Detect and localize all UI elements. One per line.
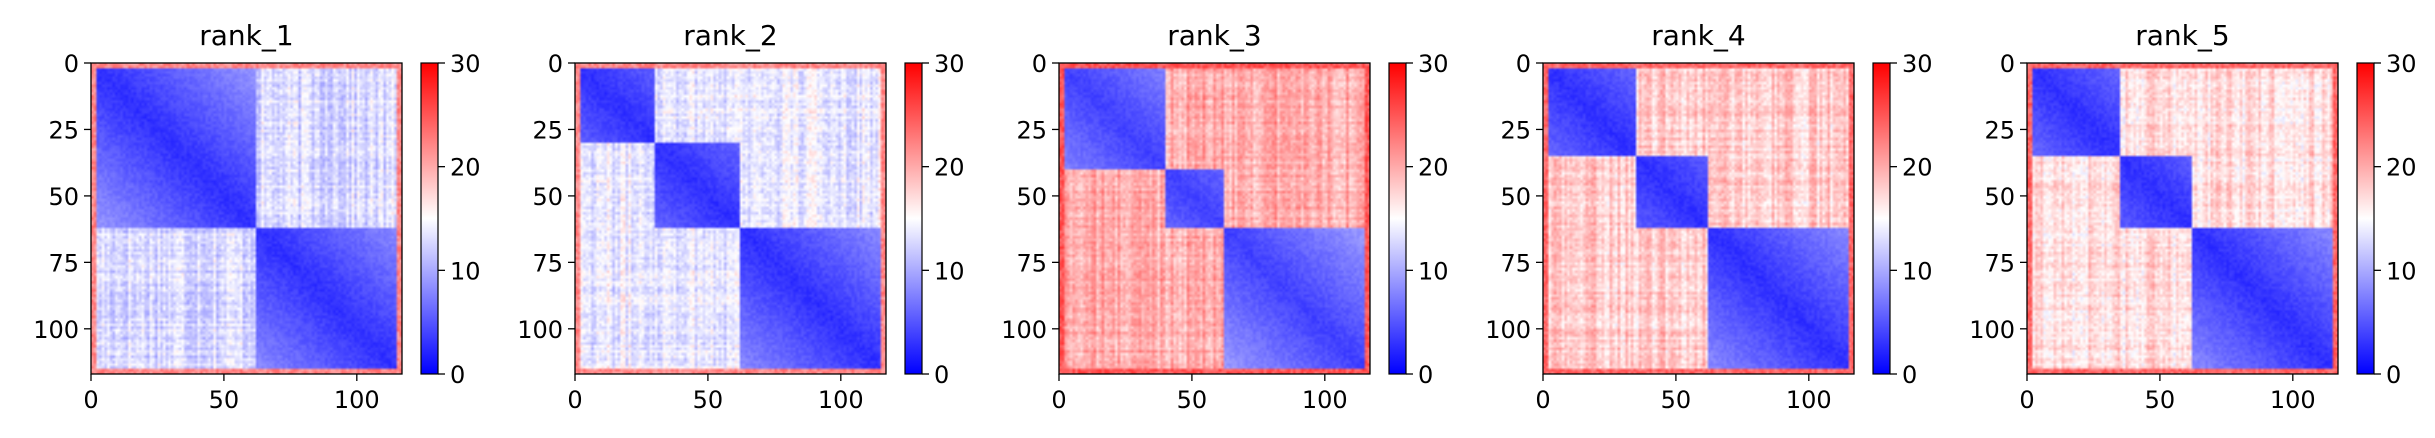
x-tick-label: 0	[1535, 386, 1550, 414]
y-tick-label: 100	[1969, 316, 2015, 344]
colorbar-tick-label: 20	[450, 154, 481, 182]
colorbar	[904, 62, 923, 375]
colorbar-tick-label: 10	[1902, 257, 1933, 285]
heatmap-image	[91, 63, 402, 374]
y-tick-label: 75	[1500, 249, 1531, 277]
plot-frame	[1058, 62, 1371, 375]
x-tick-label: 50	[209, 386, 240, 414]
y-tick-label: 75	[1984, 249, 2015, 277]
x-tick-label: 100	[334, 386, 380, 414]
colorbar-tick-label: 30	[1418, 50, 1449, 78]
colorbar-tick-label: 30	[934, 50, 965, 78]
heatmap-panel-2: rank_2 0 25 50 75 100 0 50 100 0 10 20 30	[517, 19, 964, 414]
colorbar	[1388, 62, 1407, 375]
colorbar-tick-label: 10	[450, 257, 481, 285]
y-tick-label: 25	[48, 116, 79, 144]
colorbar-tick-label: 10	[1418, 257, 1449, 285]
colorbar-tick-label: 20	[934, 154, 965, 182]
y-tick-label: 25	[1500, 116, 1531, 144]
y-tick-label: 25	[532, 116, 563, 144]
colorbar	[1872, 62, 1891, 375]
x-tick-label: 0	[567, 386, 582, 414]
colorbar-tick-label: 0	[934, 361, 949, 389]
colorbar-tick-label: 30	[2386, 50, 2417, 78]
y-tick-label: 100	[517, 316, 563, 344]
heatmap-image	[575, 63, 886, 374]
colorbar	[420, 62, 439, 375]
y-tick-label: 0	[548, 50, 563, 78]
x-tick-label: 0	[1051, 386, 1066, 414]
plot-frame	[574, 62, 887, 375]
panel-title: rank_3	[1167, 19, 1261, 52]
colorbar	[2356, 62, 2375, 375]
colorbar-tick-label: 0	[1902, 361, 1917, 389]
y-tick-label: 0	[1516, 50, 1531, 78]
x-tick-label: 100	[818, 386, 864, 414]
x-tick-label: 50	[1661, 386, 1692, 414]
x-tick-label: 100	[1302, 386, 1348, 414]
colorbar-tick-label: 30	[1902, 50, 1933, 78]
x-tick-label: 0	[83, 386, 98, 414]
colorbar-tick-label: 30	[450, 50, 481, 78]
heatmap-panel-4: rank_4 0 25 50 75 100 0 50 100 0 10 20 30	[1485, 19, 1932, 414]
y-tick-label: 75	[48, 249, 79, 277]
colorbar-tick-label: 0	[2386, 361, 2401, 389]
plot-frame	[90, 62, 403, 375]
panel-title: rank_1	[199, 19, 293, 52]
x-tick-label: 100	[1786, 386, 1832, 414]
heatmap-image	[2027, 63, 2338, 374]
y-tick-label: 25	[1016, 116, 1047, 144]
heatmap-panel-5: rank_5 0 25 50 75 100 0 50 100 0 10 20 30	[1969, 19, 2416, 414]
y-tick-label: 0	[1032, 50, 1047, 78]
heatmap-image	[1543, 63, 1854, 374]
y-tick-label: 25	[1984, 116, 2015, 144]
y-tick-label: 0	[2000, 50, 2015, 78]
y-tick-label: 100	[1001, 316, 1047, 344]
y-tick-label: 50	[48, 183, 79, 211]
x-tick-label: 0	[2019, 386, 2034, 414]
colorbar-tick-label: 10	[2386, 257, 2417, 285]
y-tick-label: 50	[1500, 183, 1531, 211]
y-tick-label: 50	[532, 183, 563, 211]
heatmap-panel-1: rank_1 0 25 50 75 100 0 50 100 0 10 20 30	[33, 19, 480, 414]
y-tick-label: 100	[33, 316, 79, 344]
x-tick-label: 50	[1177, 386, 1208, 414]
y-tick-label: 75	[532, 249, 563, 277]
colorbar-tick-label: 20	[1902, 154, 1933, 182]
y-tick-label: 50	[1984, 183, 2015, 211]
x-tick-label: 50	[693, 386, 724, 414]
x-tick-label: 100	[2270, 386, 2316, 414]
y-tick-label: 75	[1016, 249, 1047, 277]
plot-frame	[2026, 62, 2339, 375]
colorbar-tick-label: 10	[934, 257, 965, 285]
panel-title: rank_2	[683, 19, 777, 52]
colorbar-tick-label: 0	[450, 361, 465, 389]
panel-title: rank_4	[1651, 19, 1745, 52]
y-tick-label: 50	[1016, 183, 1047, 211]
panel-title: rank_5	[2135, 19, 2229, 52]
heatmap-image	[1059, 63, 1370, 374]
colorbar-tick-label: 20	[2386, 154, 2417, 182]
y-tick-label: 0	[64, 50, 79, 78]
x-tick-label: 50	[2145, 386, 2176, 414]
colorbar-tick-label: 0	[1418, 361, 1433, 389]
plot-frame	[1542, 62, 1855, 375]
y-tick-label: 100	[1485, 316, 1531, 344]
heatmap-panel-3: rank_3 0 25 50 75 100 0 50 100 0 10 20 30	[1001, 19, 1448, 414]
colorbar-tick-label: 20	[1418, 154, 1449, 182]
